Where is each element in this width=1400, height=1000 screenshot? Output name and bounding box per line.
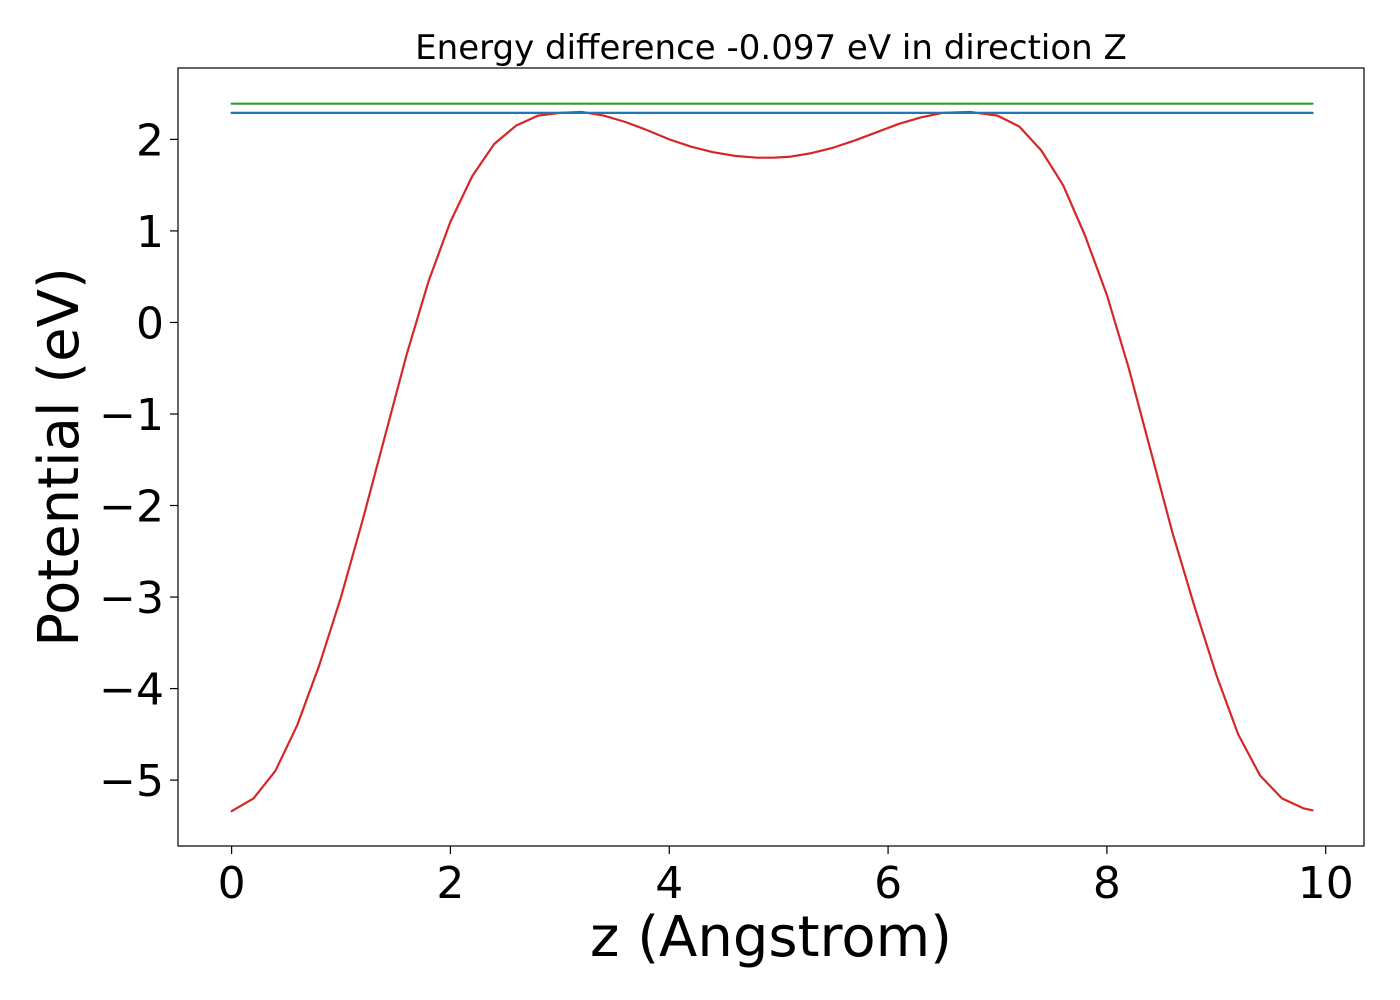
y-tick-label: −5	[99, 756, 164, 807]
y-axis-label: Potential (eV)	[27, 267, 92, 647]
x-tick-label: 8	[1093, 858, 1121, 909]
x-axis-label: z (Angstrom)	[590, 905, 952, 970]
y-tick-label: −4	[99, 665, 164, 716]
x-tick-label: 2	[436, 858, 464, 909]
y-tick-label: −3	[99, 573, 164, 624]
x-tick-label: 6	[874, 858, 902, 909]
x-tick-label: 0	[218, 858, 246, 909]
y-axis: 2 1 0 −1 −2 −3 −4 −5	[99, 115, 178, 807]
chart-title: Energy difference -0.097 eV in direction…	[415, 28, 1127, 68]
y-tick-label: 1	[136, 207, 164, 258]
plot-area	[230, 102, 1314, 813]
x-tick-label: 10	[1298, 858, 1354, 909]
y-tick-label: −2	[99, 482, 164, 533]
y-tick-label: −1	[99, 390, 164, 441]
x-axis: 0 2 4 6 8 10	[218, 846, 1354, 909]
y-tick-label: 0	[136, 298, 164, 349]
series-line-potential-curve	[230, 110, 1314, 813]
y-tick-label: 2	[136, 115, 164, 166]
plot-frame	[177, 67, 1365, 847]
x-tick-label: 4	[655, 858, 683, 909]
